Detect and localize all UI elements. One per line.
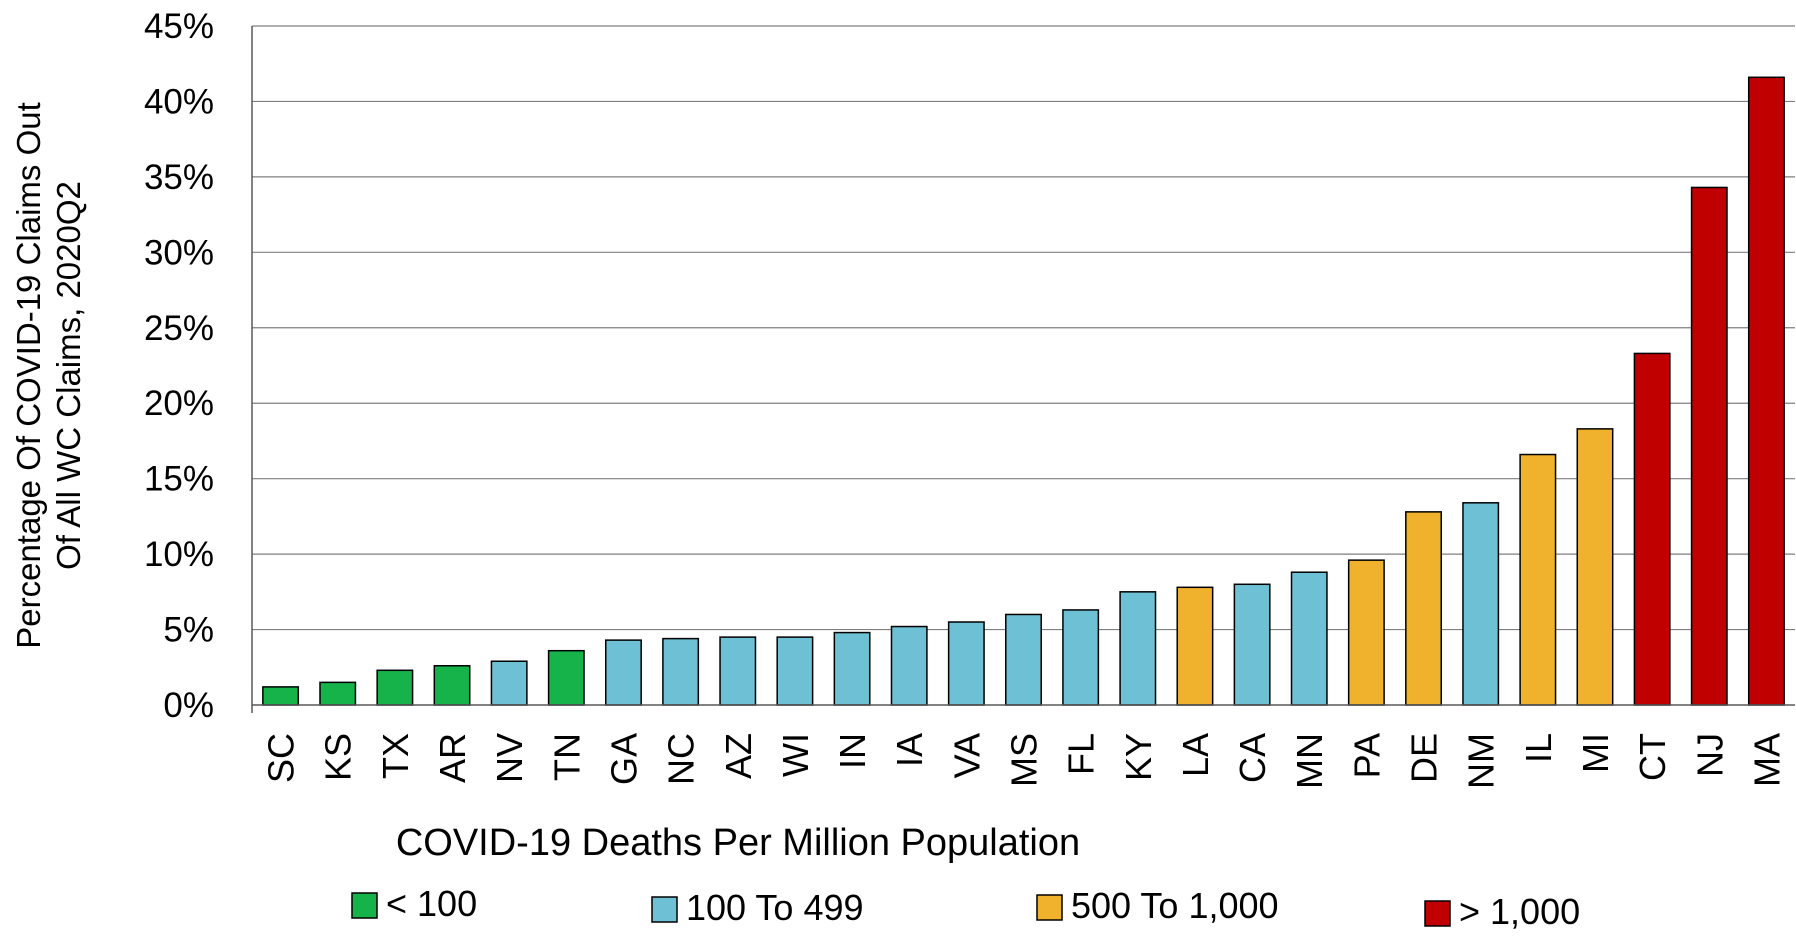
legend-swatch bbox=[1037, 895, 1062, 920]
x-tick-label: AZ bbox=[718, 733, 759, 779]
legend-label: < 100 bbox=[386, 883, 477, 924]
bar-ia bbox=[891, 627, 926, 705]
legend-label: > 1,000 bbox=[1459, 891, 1580, 932]
x-tick-label: IN bbox=[832, 733, 873, 769]
bar-ar bbox=[434, 666, 469, 705]
y-axis-label-line-2: Of All WC Claims, 2020Q2 bbox=[50, 181, 87, 570]
bar-in bbox=[834, 633, 869, 705]
bar-wi bbox=[777, 637, 812, 705]
x-tick-label: FL bbox=[1061, 733, 1102, 775]
y-axis-tick-labels: 0% 5% 10% 15% 20% 25% 30% 35% 40% 45% bbox=[144, 7, 214, 725]
legend-label: 100 To 499 bbox=[686, 887, 864, 928]
x-tick-label: NJ bbox=[1689, 733, 1730, 777]
x-tick-label: DE bbox=[1404, 733, 1445, 783]
bar-sc bbox=[263, 687, 298, 705]
bar-de bbox=[1406, 512, 1441, 705]
x-tick-label: LA bbox=[1175, 733, 1216, 777]
x-tick-label: NV bbox=[489, 733, 530, 783]
x-tick-label: MA bbox=[1746, 733, 1787, 787]
x-axis-label: COVID-19 Deaths Per Million Population bbox=[396, 822, 1080, 864]
x-tick-label: NC bbox=[661, 733, 702, 785]
y-tick-label: 25% bbox=[144, 309, 214, 348]
y-tick-label: 45% bbox=[144, 7, 214, 46]
x-tick-label: TX bbox=[375, 733, 416, 779]
x-axis-tick-labels: SC KS TX AR NV TN GA NC AZ WI IN IA VA MS FL KY LA CA MN PA… bbox=[261, 733, 1788, 789]
bar-nv bbox=[491, 661, 526, 705]
bar-ga bbox=[606, 640, 641, 705]
y-tick-label: 10% bbox=[144, 535, 214, 574]
bar-il bbox=[1520, 455, 1555, 705]
y-tick-label: 0% bbox=[163, 686, 214, 725]
bar-nc bbox=[663, 639, 698, 705]
x-tick-label: KS bbox=[318, 733, 359, 781]
bar-ct bbox=[1634, 353, 1669, 705]
y-axis-label-line-1: Percentage Of COVID-19 Claims Out bbox=[10, 102, 47, 649]
legend: < 100 100 To 499 500 To 1,000 > 1,000 bbox=[352, 883, 1580, 932]
bar-ky bbox=[1120, 592, 1155, 705]
x-tick-label: GA bbox=[603, 733, 644, 785]
bar-pa bbox=[1349, 560, 1384, 705]
y-tick-label: 20% bbox=[144, 384, 214, 423]
bar-nj bbox=[1692, 187, 1727, 705]
x-tick-label: KY bbox=[1118, 733, 1159, 781]
x-tick-label: TN bbox=[546, 733, 587, 781]
y-tick-label: 15% bbox=[144, 460, 214, 499]
y-tick-label: 35% bbox=[144, 158, 214, 197]
gridlines bbox=[252, 26, 1795, 630]
y-tick-label: 40% bbox=[144, 82, 214, 121]
bar-mn bbox=[1292, 572, 1327, 705]
legend-swatch bbox=[1425, 901, 1450, 926]
x-tick-label: IA bbox=[889, 733, 930, 767]
x-tick-label: AR bbox=[432, 733, 473, 783]
y-tick-label: 5% bbox=[163, 611, 214, 650]
legend-swatch bbox=[352, 893, 377, 918]
bar-tn bbox=[549, 651, 584, 705]
x-tick-label: NM bbox=[1461, 733, 1502, 789]
bar-va bbox=[949, 622, 984, 705]
bar-ms bbox=[1006, 614, 1041, 705]
bar-fl bbox=[1063, 610, 1098, 705]
bar-tx bbox=[377, 670, 412, 705]
bar-nm bbox=[1463, 503, 1498, 705]
x-tick-label: CT bbox=[1632, 733, 1673, 781]
bar-ma bbox=[1749, 77, 1784, 705]
bar-az bbox=[720, 637, 755, 705]
x-tick-label: VA bbox=[946, 733, 987, 778]
x-tick-label: MI bbox=[1575, 733, 1616, 773]
y-tick-label: 30% bbox=[144, 233, 214, 272]
x-tick-label: CA bbox=[1232, 733, 1273, 783]
x-tick-label: WI bbox=[775, 733, 816, 777]
bar-la bbox=[1177, 587, 1212, 705]
legend-label: 500 To 1,000 bbox=[1071, 885, 1279, 926]
bar-ca bbox=[1234, 584, 1269, 705]
bar-ks bbox=[320, 682, 355, 705]
x-tick-label: PA bbox=[1346, 733, 1387, 778]
x-tick-label: MS bbox=[1004, 733, 1045, 787]
x-tick-label: MN bbox=[1289, 733, 1330, 789]
legend-swatch bbox=[652, 897, 677, 922]
x-tick-label: IL bbox=[1518, 733, 1559, 763]
bars bbox=[263, 77, 1784, 705]
bar-mi bbox=[1577, 429, 1612, 705]
x-tick-label: SC bbox=[261, 733, 302, 783]
